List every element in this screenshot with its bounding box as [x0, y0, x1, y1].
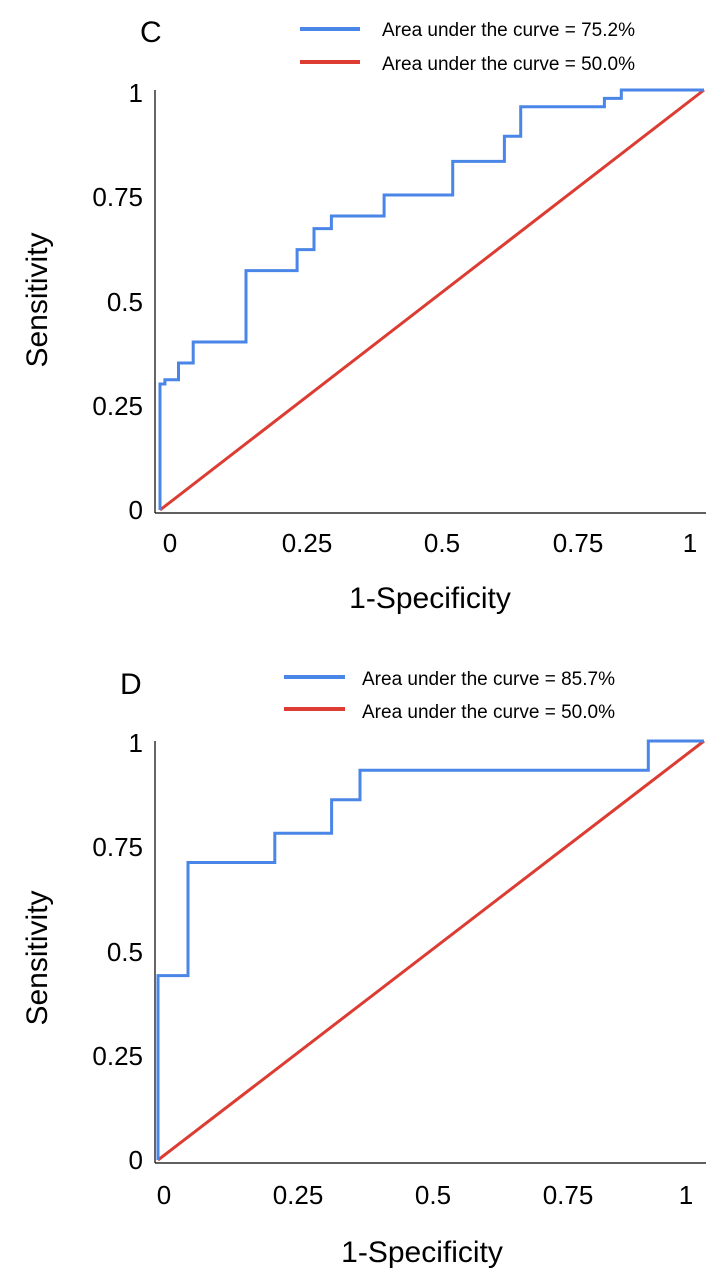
x-tick-c-2: 0.5	[424, 528, 460, 558]
panel-label-c: C	[140, 16, 162, 49]
x-tick-c-1: 0.25	[282, 528, 333, 558]
legend-label-c-0: Area under the curve = 75.2%	[382, 20, 635, 41]
x-axis-title-d: 1-Specificity	[341, 1236, 503, 1269]
x-tick-d-3: 0.75	[543, 1180, 594, 1210]
y-tick-d-0: 0	[129, 1145, 143, 1175]
x-tick-d-1: 0.25	[273, 1180, 324, 1210]
y-tick-c-3: 0.75	[92, 182, 143, 212]
panel-label-d: D	[120, 668, 142, 701]
roc-panel-d: D Area under the curve = 85.7% Area unde…	[21, 668, 706, 1269]
roc-curve-c	[158, 88, 704, 510]
y-tick-c-2: 0.5	[107, 287, 143, 317]
x-tick-d-0: 0	[157, 1180, 171, 1210]
y-tick-d-2: 0.5	[107, 937, 143, 967]
y-tick-c-4: 1	[129, 78, 143, 108]
reference-line-c	[159, 88, 705, 512]
x-tick-c-4: 1	[683, 528, 697, 558]
reference-line-d	[157, 739, 705, 1162]
plot-area-c	[158, 88, 705, 512]
y-axis-title-d: Sensitivity	[21, 890, 54, 1025]
y-tick-d-3: 0.75	[92, 832, 143, 862]
legend-label-d-0: Area under the curve = 85.7%	[362, 669, 615, 690]
x-axis-title-c: 1-Specificity	[349, 582, 511, 615]
legend-label-d-1: Area under the curve = 50.0%	[362, 702, 615, 723]
x-tick-d-4: 1	[679, 1180, 693, 1210]
y-tick-c-1: 0.25	[92, 391, 143, 421]
y-tick-d-1: 0.25	[92, 1041, 143, 1071]
y-tick-c-0: 0	[129, 495, 143, 525]
x-tick-d-2: 0.5	[415, 1180, 451, 1210]
roc-panel-c: C Area under the curve = 75.2% Area unde…	[21, 16, 706, 615]
plot-area-d	[156, 739, 705, 1162]
x-tick-c-3: 0.75	[553, 528, 604, 558]
roc-curve-d	[156, 739, 704, 1160]
x-tick-c-0: 0	[163, 528, 177, 558]
legend-label-c-1: Area under the curve = 50.0%	[382, 54, 635, 75]
y-tick-d-4: 1	[129, 728, 143, 758]
y-axis-title-c: Sensitivity	[21, 232, 54, 367]
